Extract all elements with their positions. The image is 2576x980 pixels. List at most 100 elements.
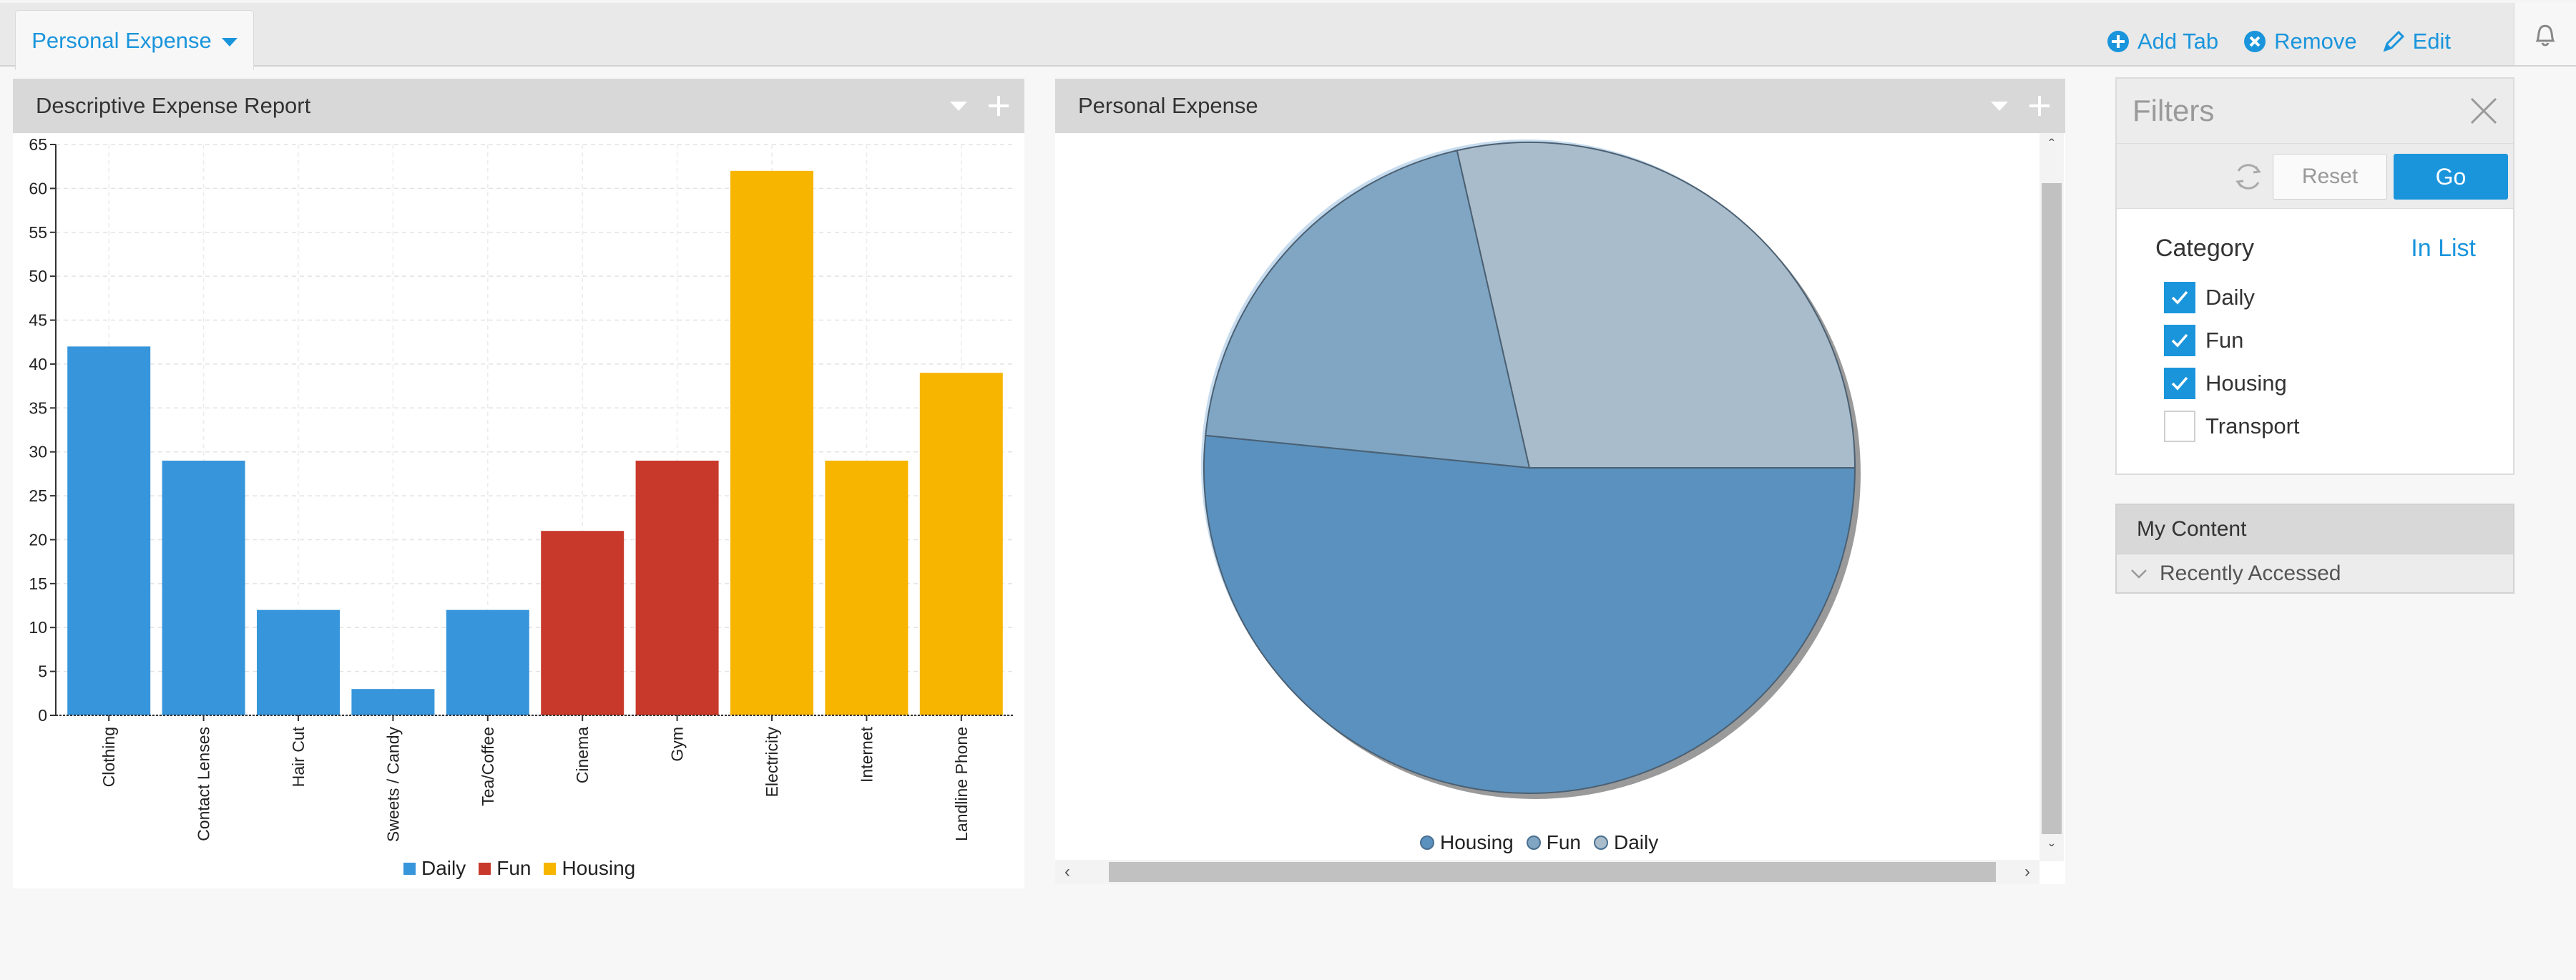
plus-icon xyxy=(2029,96,2049,116)
option-label: Daily xyxy=(2205,285,2255,310)
plus-circle-icon xyxy=(2107,31,2129,52)
bell-icon xyxy=(2535,24,2555,46)
add-tab-button[interactable]: Add Tab xyxy=(2106,29,2218,54)
pie-slice-daily xyxy=(1456,142,1856,469)
pie-chart-panel: Personal Expense Housing Fun Daily xyxy=(1055,79,2065,884)
checkmark-icon xyxy=(2171,376,2188,391)
remove-label: Remove xyxy=(2274,29,2357,54)
x-tick-label: Electricity xyxy=(763,727,781,798)
y-tick-label: 0 xyxy=(38,706,47,725)
option-label: Transport xyxy=(2205,413,2300,438)
legend-label: Daily xyxy=(1613,831,1659,853)
filters-title: Filters xyxy=(2132,94,2215,127)
x-tick-label: Tea/Coffee xyxy=(479,727,497,806)
operator-link[interactable]: In List xyxy=(2411,235,2476,262)
go-button[interactable]: Go xyxy=(2394,154,2508,200)
notifications-button[interactable] xyxy=(2514,3,2576,65)
edit-button[interactable]: Edit xyxy=(2381,29,2451,54)
filters-header: Filters xyxy=(2117,79,2513,143)
y-tick-label: 55 xyxy=(29,223,47,242)
scroll-left-icon[interactable]: ‹ xyxy=(1064,862,1070,881)
add-tab-label: Add Tab xyxy=(2137,29,2219,54)
checkbox[interactable] xyxy=(2164,325,2195,356)
x-tick-label: Gym xyxy=(668,727,687,762)
legend-label: Fun xyxy=(496,857,532,879)
bar-chart-panel: Descriptive Expense Report 0 5 10 15 20 25 30 3… xyxy=(13,79,1024,888)
legend-label: Housing xyxy=(1440,831,1514,853)
filter-option-fun[interactable]: Fun xyxy=(2164,325,2243,356)
legend-item-daily[interactable]: Daily xyxy=(1593,831,1659,854)
filter-option-daily[interactable]: Daily xyxy=(2164,282,2255,313)
legend-item-housing[interactable]: Housing xyxy=(544,857,635,880)
reset-button[interactable]: Reset xyxy=(2273,154,2387,200)
bar xyxy=(825,460,909,715)
category-label: Category xyxy=(2155,235,2254,262)
edit-label: Edit xyxy=(2412,29,2451,54)
checkmark-icon xyxy=(2171,290,2188,305)
scrollbar-thumb[interactable] xyxy=(2042,183,2062,834)
pencil-icon xyxy=(2383,30,2404,52)
bar xyxy=(67,346,151,715)
recently-accessed-toggle[interactable]: Recently Accessed xyxy=(2117,554,2513,592)
filter-option-transport[interactable]: Transport xyxy=(2164,411,2300,442)
top-tab-bar: Personal Expense Add Tab Remove Edit xyxy=(0,0,2576,70)
option-label: Housing xyxy=(2205,371,2287,396)
bar xyxy=(162,460,245,715)
tab-label: Personal Expense xyxy=(31,27,212,53)
legend-label: Daily xyxy=(421,857,466,879)
bar-panel-dropdown-button[interactable] xyxy=(939,79,979,133)
my-content-panel: My Content Recently Accessed xyxy=(2115,504,2514,594)
bar xyxy=(257,609,340,715)
plus-icon xyxy=(989,96,1009,116)
scroll-up-icon[interactable]: ˆ xyxy=(2049,136,2055,154)
checkbox[interactable] xyxy=(2164,368,2195,399)
chevron-down-icon[interactable] xyxy=(221,37,237,46)
pie-panel-title: Personal Expense xyxy=(1078,93,1258,118)
legend-swatch xyxy=(1593,836,1608,850)
legend-item-daily[interactable]: Daily xyxy=(403,857,466,880)
horizontal-scrollbar[interactable]: ‹ › xyxy=(1055,860,2039,884)
chevron-down-icon xyxy=(2131,569,2147,579)
checkbox[interactable] xyxy=(2164,282,2195,313)
pie-chart xyxy=(1201,139,1861,799)
refresh-icon[interactable] xyxy=(2230,158,2267,195)
y-tick-label: 25 xyxy=(29,486,47,505)
scroll-down-icon[interactable]: ˇ xyxy=(2049,841,2055,859)
tab-actions: Add Tab Remove Edit xyxy=(2106,20,2451,63)
bar xyxy=(919,373,1003,715)
bar xyxy=(541,531,625,715)
my-content-title: My Content xyxy=(2117,505,2513,554)
legend-swatch xyxy=(403,862,416,875)
legend-item-fun[interactable]: Fun xyxy=(479,857,531,880)
bar-legend: Daily Fun Housing xyxy=(403,857,635,880)
bar-panel-expand-button[interactable] xyxy=(979,79,1019,133)
legend-item-housing[interactable]: Housing xyxy=(1420,831,1514,854)
checkmark-icon xyxy=(2171,333,2188,348)
x-tick-label: Landline Phone xyxy=(952,727,971,841)
pie-slice-fun xyxy=(1205,150,1531,469)
y-tick-label: 30 xyxy=(29,443,47,461)
x-tick-label: Internet xyxy=(857,726,876,783)
close-icon[interactable] xyxy=(2469,96,2499,126)
checkbox[interactable] xyxy=(2164,411,2195,442)
bar-panel-title: Descriptive Expense Report xyxy=(36,93,311,118)
pie-slice-housing xyxy=(1203,434,1856,794)
bar-panel-header: Descriptive Expense Report xyxy=(13,79,1024,133)
pie-panel-dropdown-button[interactable] xyxy=(1979,79,2019,133)
y-tick-label: 50 xyxy=(29,267,47,285)
vertical-scrollbar[interactable]: ˆ ˇ xyxy=(2039,133,2064,861)
filters-button-row: Reset Go xyxy=(2117,143,2513,209)
scrollbar-thumb[interactable] xyxy=(1109,862,1996,882)
pie-legend: Housing Fun Daily xyxy=(1420,831,1658,854)
tab-personal-expense[interactable]: Personal Expense xyxy=(15,10,254,70)
legend-label: Housing xyxy=(562,857,636,879)
y-tick-label: 65 xyxy=(29,135,47,154)
legend-label: Fun xyxy=(1546,831,1581,853)
y-tick-label: 15 xyxy=(29,574,47,593)
filter-option-housing[interactable]: Housing xyxy=(2164,368,2287,399)
scroll-right-icon[interactable]: › xyxy=(2024,862,2030,881)
legend-item-fun[interactable]: Fun xyxy=(1526,831,1581,854)
caret-down-icon xyxy=(1991,101,2008,111)
pie-panel-expand-button[interactable] xyxy=(2019,79,2060,133)
remove-button[interactable]: Remove xyxy=(2243,29,2357,54)
